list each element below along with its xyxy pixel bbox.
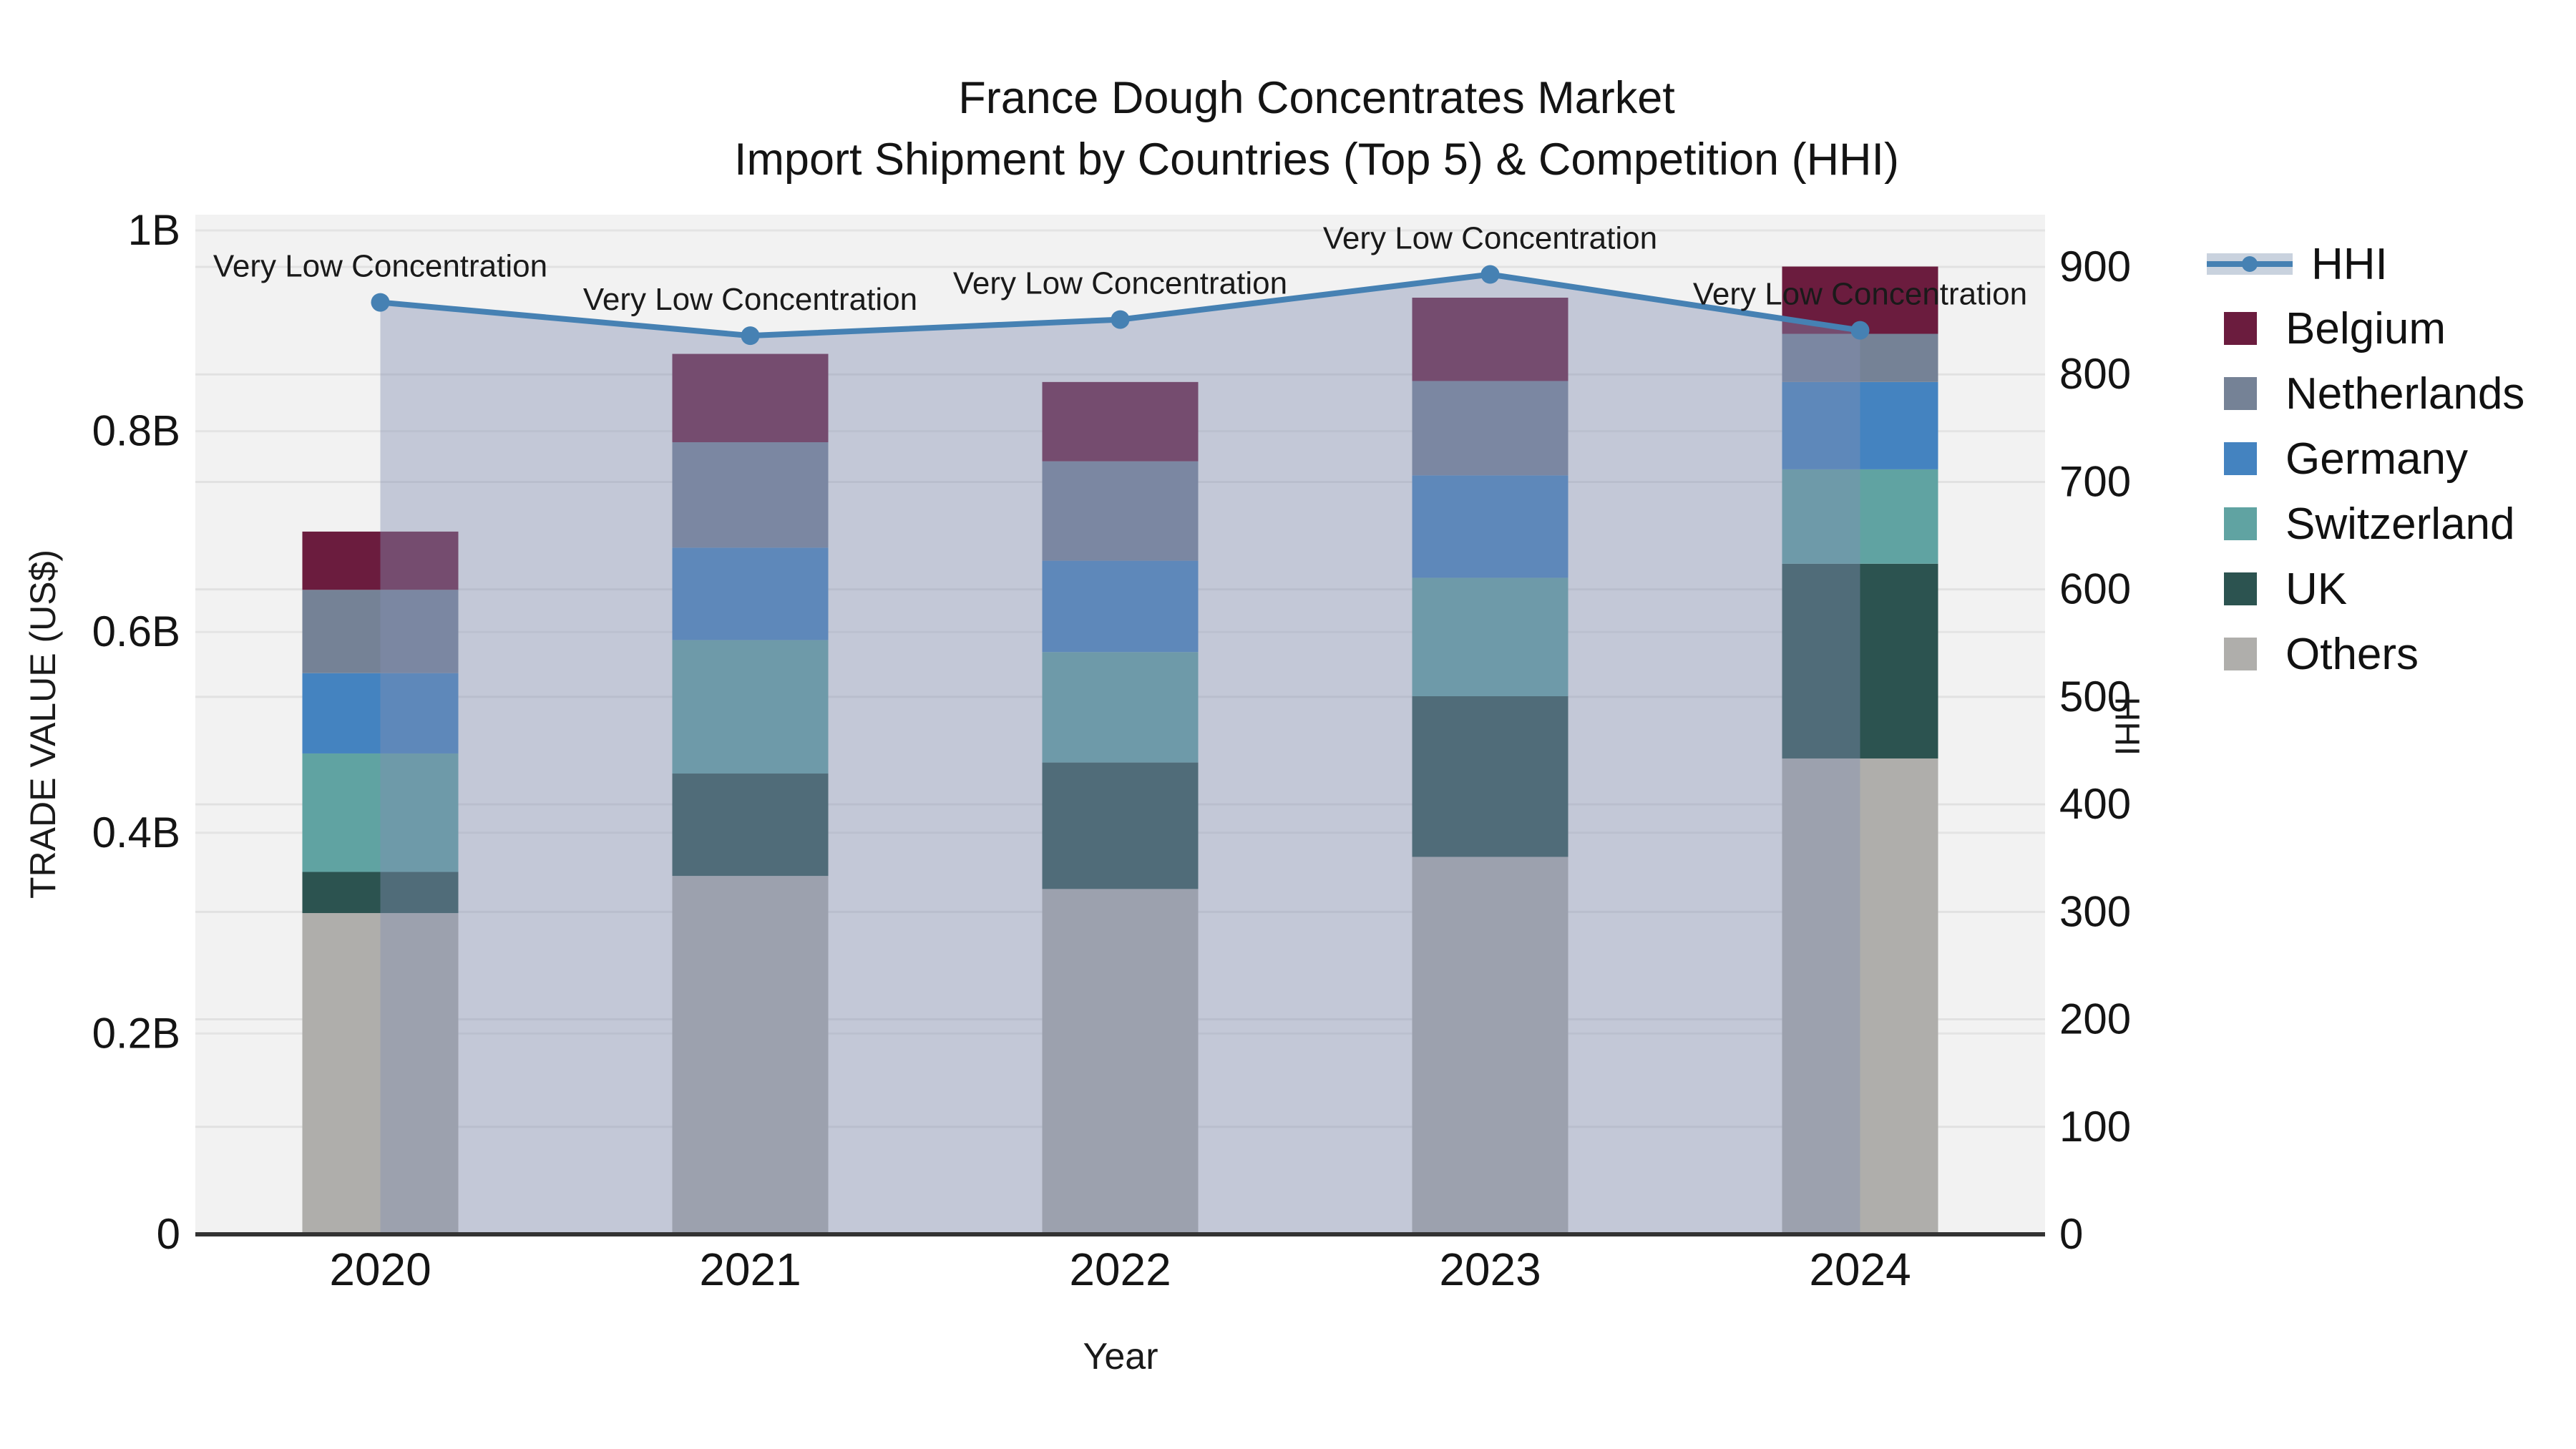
bar-segment-germany-2024 bbox=[1782, 381, 1938, 469]
chart-title-line2: Import Shipment by Countries (Top 5) & C… bbox=[733, 135, 1900, 185]
germany-swatch-icon bbox=[2224, 442, 2257, 475]
annotation-2021: Very Low Concentration bbox=[583, 282, 917, 317]
bar-segment-others-2022 bbox=[1042, 889, 1199, 1234]
bar-segment-netherlands-2020 bbox=[302, 590, 459, 673]
bar-segment-switzerland-2024 bbox=[1782, 469, 1938, 564]
uk-swatch-icon bbox=[2224, 572, 2257, 605]
bar-segment-switzerland-2022 bbox=[1042, 652, 1199, 763]
hhi-marker-2024 bbox=[1850, 321, 1870, 340]
bar-segment-uk-2022 bbox=[1042, 762, 1199, 889]
x-tick-2021: 2021 bbox=[699, 1244, 801, 1295]
legend-item-belgium: Belgium bbox=[2207, 296, 2446, 361]
annotation-2023: Very Low Concentration bbox=[1323, 221, 1657, 256]
bar-segment-switzerland-2023 bbox=[1412, 577, 1568, 696]
annotation-2020: Very Low Concentration bbox=[213, 249, 547, 284]
right-tick-900: 900 bbox=[2059, 243, 2131, 291]
right-tick-700: 700 bbox=[2059, 457, 2131, 505]
x-tick-2023: 2023 bbox=[1439, 1244, 1541, 1295]
bar-segment-belgium-2023 bbox=[1412, 298, 1568, 381]
left-tick-0.6B: 0.6B bbox=[92, 608, 180, 655]
legend-label: Netherlands bbox=[2285, 369, 2525, 419]
legend-label: Others bbox=[2285, 629, 2419, 679]
bar-segment-uk-2024 bbox=[1782, 563, 1938, 758]
bar-segment-belgium-2022 bbox=[1042, 381, 1199, 462]
right-tick-800: 800 bbox=[2059, 350, 2131, 398]
left-axis-title: TRADE VALUE (US$) bbox=[23, 549, 63, 899]
legend-label: UK bbox=[2285, 564, 2348, 614]
legend-item-switzerland: Switzerland bbox=[2207, 491, 2514, 557]
bar-segment-belgium-2020 bbox=[302, 531, 459, 590]
belgium-swatch-icon bbox=[2224, 312, 2257, 345]
bar-segment-belgium-2021 bbox=[672, 353, 829, 443]
bar-segment-others-2020 bbox=[302, 913, 459, 1234]
legend-item-others: Others bbox=[2207, 621, 2419, 687]
bar-segment-netherlands-2023 bbox=[1412, 381, 1568, 476]
hhi-line-legend-icon bbox=[2207, 248, 2293, 280]
bar-segment-others-2021 bbox=[672, 876, 829, 1234]
bar-segment-germany-2021 bbox=[672, 547, 829, 640]
hhi-marker-2022 bbox=[1111, 310, 1130, 329]
bar-segment-uk-2021 bbox=[672, 774, 829, 877]
bar-segment-others-2023 bbox=[1412, 857, 1568, 1234]
left-tick-1B: 1B bbox=[128, 206, 180, 254]
right-axis-title: HHI bbox=[2107, 696, 2146, 756]
right-tick-0: 0 bbox=[2059, 1210, 2083, 1258]
hhi-marker-2023 bbox=[1480, 265, 1500, 284]
right-tick-300: 300 bbox=[2059, 887, 2131, 935]
bar-segment-switzerland-2020 bbox=[302, 753, 459, 872]
bar-segment-netherlands-2024 bbox=[1782, 333, 1938, 382]
switzerland-swatch-icon bbox=[2224, 507, 2257, 540]
right-tick-500: 500 bbox=[2059, 673, 2131, 721]
x-axis-title: Year bbox=[1083, 1336, 1158, 1377]
bar-segment-germany-2022 bbox=[1042, 560, 1199, 653]
legend-label: Germany bbox=[2285, 434, 2468, 484]
legend-item-uk: UK bbox=[2207, 556, 2347, 622]
right-tick-200: 200 bbox=[2059, 995, 2131, 1043]
legend-label: Belgium bbox=[2285, 303, 2446, 353]
legend-label: Switzerland bbox=[2285, 499, 2515, 549]
x-tick-2024: 2024 bbox=[1809, 1244, 1911, 1295]
hhi-marker-2020 bbox=[371, 293, 390, 312]
x-tick-2020: 2020 bbox=[329, 1244, 431, 1295]
left-tick-0.8B: 0.8B bbox=[92, 407, 180, 455]
legend-item-hhi: HHI bbox=[2207, 231, 2388, 297]
legend-label: HHI bbox=[2311, 239, 2388, 289]
chart-title-line1: France Dough Concentrates Market bbox=[958, 73, 1675, 123]
bar-segment-netherlands-2021 bbox=[672, 442, 829, 548]
bar-segment-germany-2023 bbox=[1412, 475, 1568, 578]
legend-item-netherlands: Netherlands bbox=[2207, 361, 2524, 426]
legend-item-germany: Germany bbox=[2207, 426, 2468, 492]
bar-segment-netherlands-2022 bbox=[1042, 461, 1199, 561]
bar-segment-germany-2020 bbox=[302, 673, 459, 753]
others-swatch-icon bbox=[2224, 638, 2257, 670]
netherlands-swatch-icon bbox=[2224, 377, 2257, 410]
bar-segment-uk-2023 bbox=[1412, 696, 1568, 857]
bar-segment-others-2024 bbox=[1782, 758, 1938, 1234]
left-tick-0.2B: 0.2B bbox=[92, 1009, 180, 1057]
x-tick-2022: 2022 bbox=[1069, 1244, 1171, 1295]
annotation-2024: Very Low Concentration bbox=[1693, 277, 2027, 312]
hhi-marker-2021 bbox=[741, 326, 760, 346]
hhi-area-fill bbox=[380, 274, 1860, 1234]
right-tick-100: 100 bbox=[2059, 1103, 2131, 1151]
right-tick-400: 400 bbox=[2059, 780, 2131, 828]
left-tick-0: 0 bbox=[157, 1210, 180, 1258]
bar-segment-uk-2020 bbox=[302, 872, 459, 914]
bar-segment-switzerland-2021 bbox=[672, 640, 829, 774]
left-tick-0.4B: 0.4B bbox=[92, 809, 180, 857]
right-tick-600: 600 bbox=[2059, 565, 2131, 613]
annotation-2022: Very Low Concentration bbox=[953, 266, 1287, 301]
